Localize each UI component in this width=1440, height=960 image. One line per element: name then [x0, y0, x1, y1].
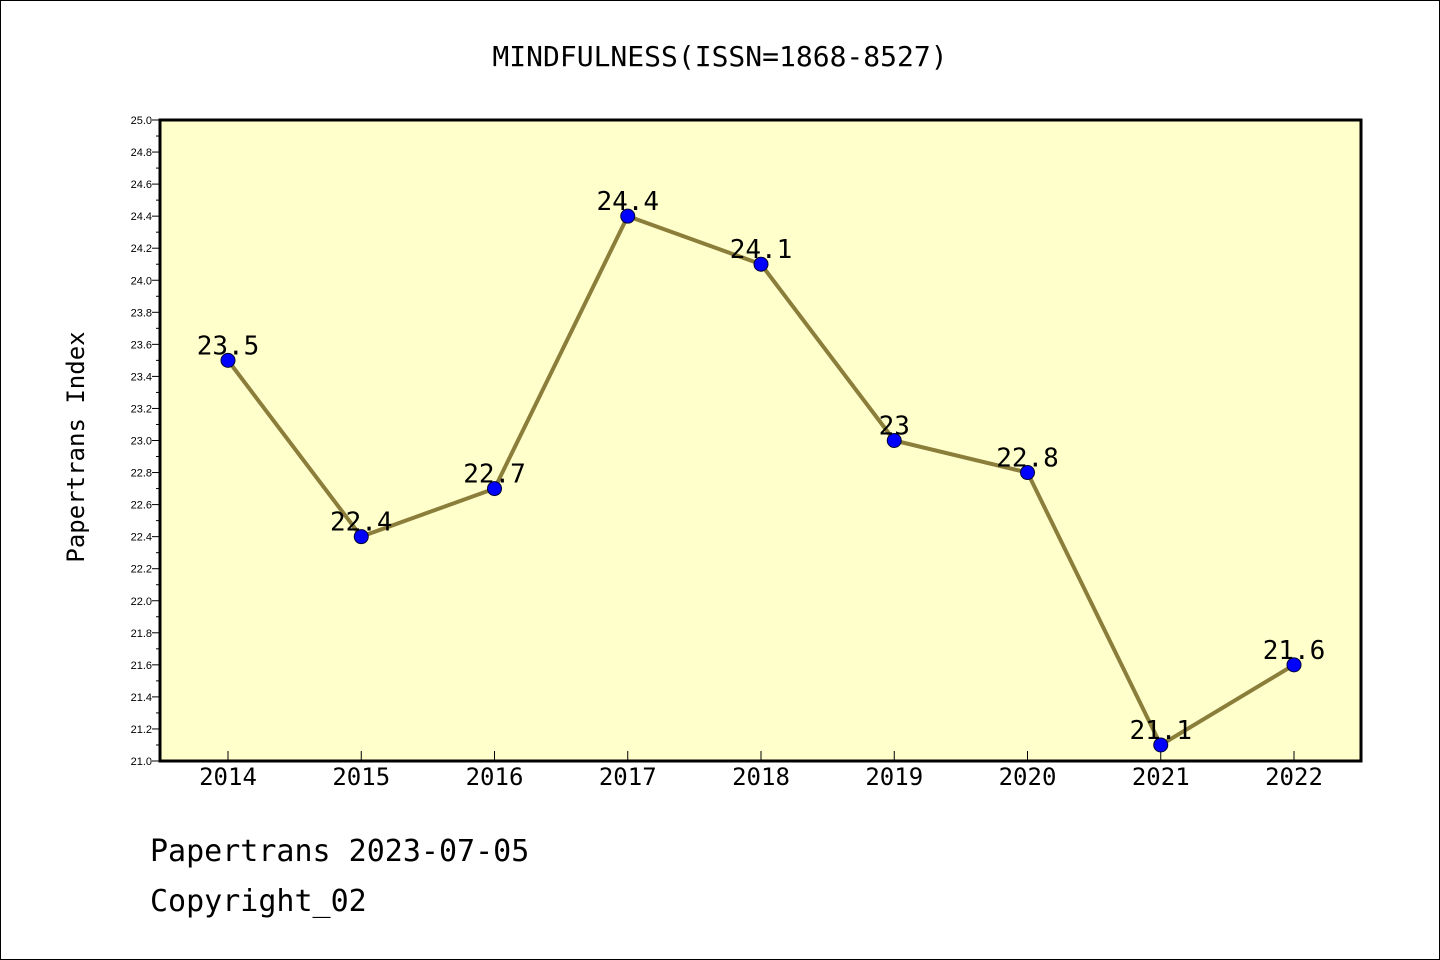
data-point — [886, 433, 902, 448]
y-axis: 21.0 21.2 21.4 21.6 21.8 22.0 22.2 22.4 22.6 22.8… — [131, 115, 160, 768]
x-tick-label: 2015 — [332, 763, 390, 791]
plot-border — [158, 118, 1363, 763]
y-tick-label: 21.2 — [131, 724, 152, 736]
data-label: 21.6 — [1263, 636, 1326, 666]
y-tick-label: 25.0 — [131, 115, 152, 127]
data-point — [353, 529, 369, 545]
y-tick-label: 21.4 — [131, 692, 152, 704]
x-tick-label: 2018 — [732, 763, 790, 791]
y-tick-label: 22.4 — [131, 532, 152, 544]
x-tick-label: 2019 — [865, 763, 923, 791]
y-tick-label: 24.4 — [131, 211, 152, 223]
y-tick-label: 23.8 — [131, 307, 152, 319]
y-tick-label: 21.6 — [131, 660, 152, 672]
data-label: 22.7 — [463, 460, 526, 490]
chart-title: MINDFULNESS(ISSN=1868-8527) — [492, 40, 947, 73]
x-tick-label: 2021 — [1132, 763, 1190, 791]
plot-area — [160, 120, 1361, 761]
y-tick-label: 23.0 — [131, 436, 152, 448]
data-point — [487, 481, 502, 497]
data-point — [1153, 737, 1169, 753]
data-label: 22.8 — [996, 444, 1059, 474]
data-point — [753, 256, 769, 272]
data-point — [1286, 657, 1302, 673]
y-tick-label: 24.6 — [131, 179, 152, 191]
x-axis: 2014 2015 2016 2017 2018 2019 2020 2021 2022 — [199, 751, 1323, 791]
data-label: 21.1 — [1129, 716, 1192, 746]
y-tick-label: 24.2 — [131, 243, 152, 255]
y-tick-label: 23.6 — [131, 339, 152, 351]
x-tick-label: 2022 — [1265, 763, 1323, 791]
y-tick-label: 24.0 — [131, 275, 152, 287]
y-tick-label: 21.0 — [131, 756, 152, 768]
data-label: 24.4 — [596, 187, 659, 217]
x-tick-label: 2016 — [466, 763, 524, 791]
y-axis-label: Papertrans Index — [62, 331, 90, 562]
x-tick-label: 2020 — [999, 763, 1057, 791]
footer-date: Papertrans 2023-07-05 — [150, 834, 530, 869]
data-label: 23 — [879, 412, 910, 442]
y-tick-label: 21.8 — [131, 628, 152, 640]
data-label: 22.4 — [330, 508, 393, 538]
data-point — [620, 208, 636, 224]
y-tick-label: 23.4 — [131, 371, 152, 383]
footer-copyright: Copyright_02 — [150, 884, 367, 919]
x-tick-label: 2017 — [599, 763, 657, 791]
y-tick-label: 22.8 — [131, 468, 152, 480]
data-label: 24.1 — [730, 235, 793, 265]
x-tick-label: 2014 — [199, 763, 257, 791]
y-tick-label: 22.0 — [131, 596, 152, 608]
y-tick-label: 24.8 — [131, 147, 152, 159]
y-tick-label: 23.2 — [131, 403, 152, 415]
series-line — [220, 208, 1302, 753]
data-point — [1020, 465, 1035, 481]
data-labels: 23.5 22.4 22.7 24.4 24.1 23 22.8 21.1 21.6 — [197, 187, 1326, 746]
data-point — [220, 352, 236, 368]
y-tick-label: 22.2 — [131, 564, 152, 576]
y-tick-label: 22.6 — [131, 500, 152, 512]
data-label: 23.5 — [197, 331, 260, 361]
